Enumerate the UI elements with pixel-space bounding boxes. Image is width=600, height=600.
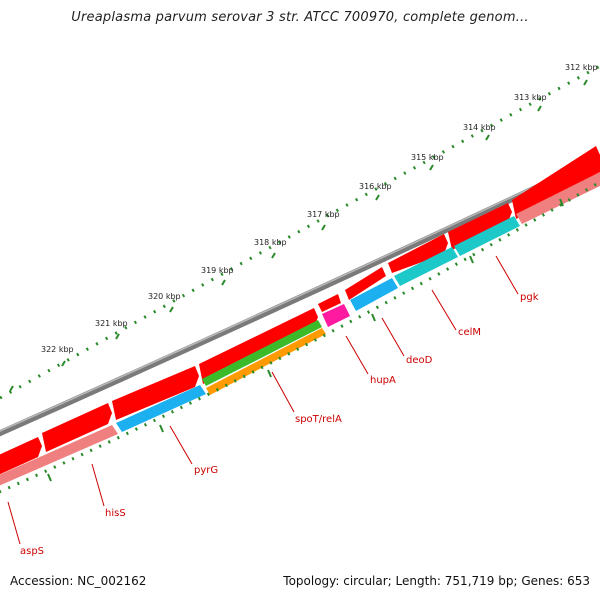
cds-feature: [448, 203, 512, 250]
gene-label: deoD: [406, 355, 433, 366]
kbp-label: 314 kbp: [463, 123, 496, 132]
map-title: Ureaplasma parvum serovar 3 str. ATCC 70…: [71, 10, 529, 25]
cds-feature: [42, 403, 112, 452]
gene-label: hisS: [105, 508, 126, 519]
outer-major-ticks: [9, 79, 588, 392]
gene-label: pgk: [520, 292, 539, 303]
cds-track: [0, 146, 600, 475]
cds-feature: [388, 234, 448, 273]
gene-feature: [206, 328, 326, 395]
gene-feature: [322, 304, 350, 327]
kbp-label: 316 kbp: [359, 182, 392, 191]
kbp-label: 315 kbp: [411, 153, 444, 162]
kbp-label: 312 kbp: [565, 63, 598, 72]
kbp-label: 322 kbp: [41, 345, 74, 354]
gene-feature: [0, 425, 118, 486]
gene-label: hupA: [370, 375, 396, 386]
kbp-label: 317 kbp: [307, 210, 340, 219]
cds-feature: [199, 308, 318, 384]
inner-major-ticks: [47, 198, 564, 482]
gene-feature: [116, 385, 206, 432]
gene-label: pyrG: [194, 465, 218, 476]
summary-text: Topology: circular; Length: 751,719 bp; …: [283, 574, 590, 588]
kbp-label: 319 kbp: [201, 266, 234, 275]
cds-feature: [345, 267, 386, 300]
cds-feature: [0, 437, 42, 475]
gene-label: celM: [458, 327, 481, 338]
genome-backbone-highlight: [0, 154, 600, 432]
kbp-label: 313 kbp: [514, 93, 547, 102]
gene-feature: [394, 247, 458, 286]
gene-label-leaders: [7, 255, 519, 545]
gene-track: [0, 172, 600, 486]
outer-tick-ring: [0, 64, 600, 400]
gene-feature: [516, 172, 600, 224]
kbp-label: 321 kbp: [95, 319, 128, 328]
kbp-label: 320 kbp: [148, 292, 181, 301]
kbp-label: 318 kbp: [254, 238, 287, 247]
gene-label: spoT/relA: [295, 414, 342, 425]
cds-feature: [318, 294, 341, 312]
cds-feature: [512, 146, 600, 219]
accession-text: Accession: NC_002162: [10, 574, 147, 588]
gene-feature: [454, 216, 520, 256]
gene-feature: [202, 320, 322, 386]
cds-feature: [112, 366, 199, 420]
gene-feature: [350, 278, 398, 311]
gene-label: aspS: [20, 546, 44, 557]
